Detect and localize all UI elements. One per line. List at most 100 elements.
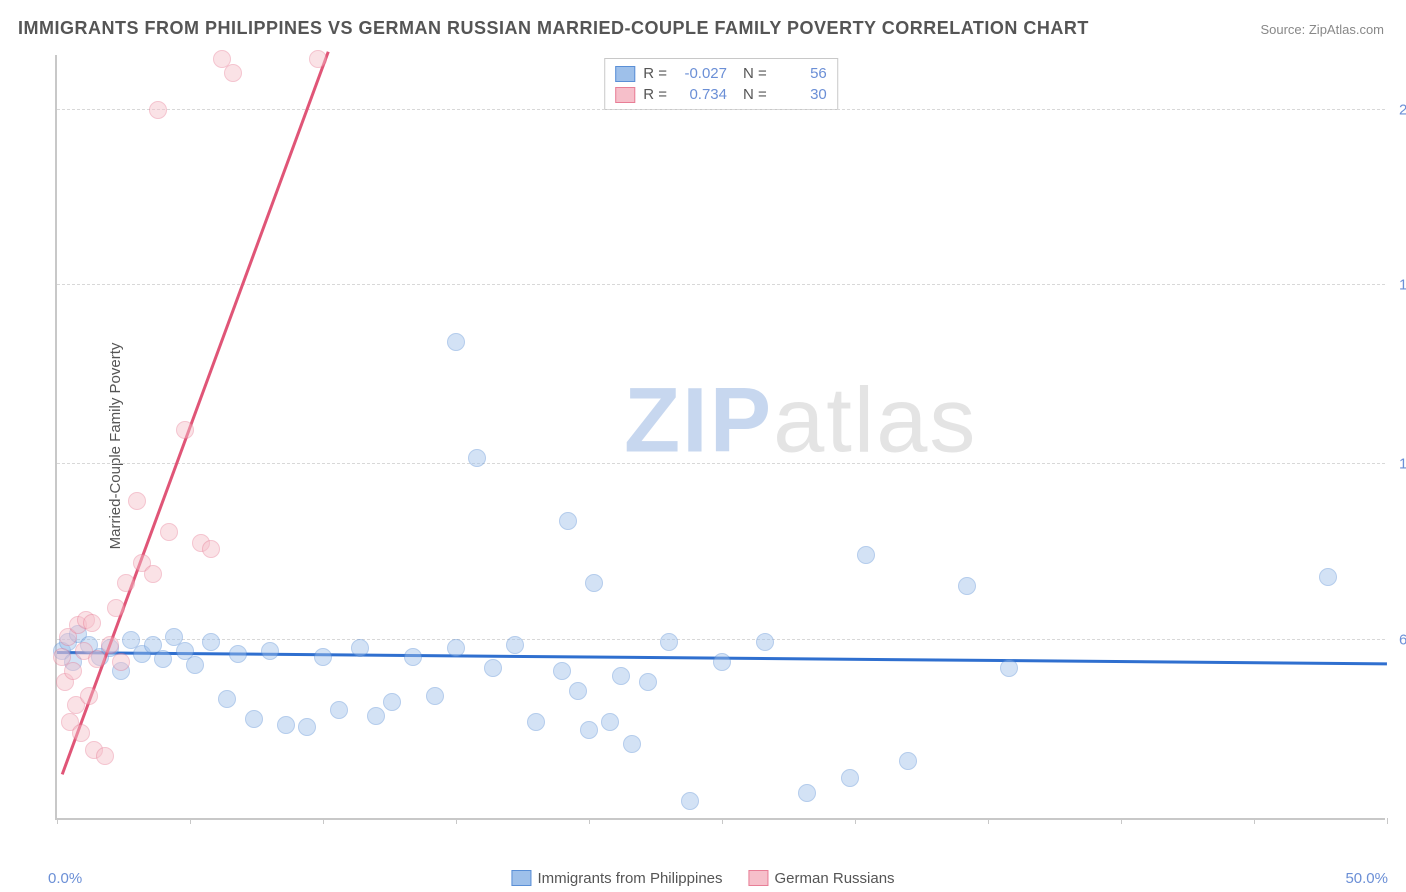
data-point — [80, 687, 98, 705]
r-label: R = — [643, 65, 667, 82]
data-point — [958, 577, 976, 595]
legend-item: German Russians — [749, 870, 895, 887]
x-tick — [589, 818, 590, 824]
data-point — [1000, 659, 1018, 677]
x-tick — [855, 818, 856, 824]
data-point — [88, 650, 106, 668]
legend-correlation: R = -0.027 N = 56R = 0.734 N = 30 — [604, 58, 838, 110]
data-point — [681, 792, 699, 810]
data-point — [857, 546, 875, 564]
data-point — [612, 667, 630, 685]
source-attribution: Source: ZipAtlas.com — [1260, 22, 1384, 37]
legend-row: R =0.734N =30 — [615, 84, 827, 105]
data-point — [351, 639, 369, 657]
data-point — [756, 633, 774, 651]
data-point — [96, 747, 114, 765]
data-point — [186, 656, 204, 674]
data-point — [447, 639, 465, 657]
data-point — [623, 735, 641, 753]
data-point — [1319, 568, 1337, 586]
data-point — [298, 718, 316, 736]
data-point — [798, 784, 816, 802]
data-point — [261, 642, 279, 660]
x-axis-min-label: 0.0% — [48, 870, 82, 887]
data-point — [580, 721, 598, 739]
legend-swatch — [749, 870, 769, 886]
n-value: 30 — [775, 86, 827, 103]
chart-title: IMMIGRANTS FROM PHILIPPINES VS GERMAN RU… — [18, 18, 1089, 39]
data-point — [330, 701, 348, 719]
x-tick — [57, 818, 58, 824]
data-point — [72, 724, 90, 742]
x-tick — [190, 818, 191, 824]
data-point — [83, 614, 101, 632]
legend-swatch — [615, 66, 635, 82]
data-point — [899, 752, 917, 770]
x-tick — [988, 818, 989, 824]
x-tick — [1121, 818, 1122, 824]
data-point — [404, 648, 422, 666]
data-point — [468, 449, 486, 467]
n-label: N = — [743, 65, 767, 82]
data-point — [585, 574, 603, 592]
legend-item: Immigrants from Philippines — [511, 870, 722, 887]
data-point — [154, 650, 172, 668]
data-point — [553, 662, 571, 680]
x-tick — [323, 818, 324, 824]
data-point — [569, 682, 587, 700]
legend-swatch — [511, 870, 531, 886]
data-point — [144, 565, 162, 583]
data-point — [367, 707, 385, 725]
legend-swatch — [615, 87, 635, 103]
data-point — [426, 687, 444, 705]
x-tick — [1254, 818, 1255, 824]
data-point — [107, 599, 125, 617]
gridline: 12.5% — [57, 463, 1385, 464]
x-tick — [456, 818, 457, 824]
data-point — [176, 421, 194, 439]
data-point — [660, 633, 678, 651]
data-point — [314, 648, 332, 666]
data-point — [202, 633, 220, 651]
n-value: 56 — [775, 65, 827, 82]
data-point — [713, 653, 731, 671]
data-point — [277, 716, 295, 734]
y-tick-label: 12.5% — [1389, 455, 1406, 472]
y-tick-label: 18.8% — [1389, 277, 1406, 294]
data-point — [506, 636, 524, 654]
data-point — [128, 492, 146, 510]
n-label: N = — [743, 86, 767, 103]
x-axis-max-label: 50.0% — [1345, 870, 1388, 887]
r-value: 0.734 — [675, 86, 727, 103]
data-point — [213, 50, 231, 68]
data-point — [601, 713, 619, 731]
watermark: ZIPatlas — [624, 369, 977, 474]
data-point — [309, 50, 327, 68]
data-point — [149, 101, 167, 119]
data-point — [841, 769, 859, 787]
y-tick-label: 6.3% — [1389, 631, 1406, 648]
data-point — [64, 662, 82, 680]
legend-row: R = -0.027 N = 56 — [615, 63, 827, 84]
x-tick — [722, 818, 723, 824]
data-point — [112, 653, 130, 671]
data-point — [160, 523, 178, 541]
data-point — [202, 540, 220, 558]
data-point — [559, 512, 577, 530]
gridline: 6.3% — [57, 639, 1385, 640]
x-tick — [1387, 818, 1388, 824]
plot-area: ZIPatlas R = -0.027 N = 56R = 0.734 N = 30 6.3… — [55, 55, 1385, 820]
gridline: 18.8% — [57, 284, 1385, 285]
data-point — [101, 636, 119, 654]
data-point — [229, 645, 247, 663]
data-point — [484, 659, 502, 677]
legend-series: Immigrants from Philippines German Russia… — [511, 870, 894, 887]
data-point — [383, 693, 401, 711]
gridline: 25.0% — [57, 109, 1385, 110]
data-point — [527, 713, 545, 731]
data-point — [218, 690, 236, 708]
data-point — [117, 574, 135, 592]
r-value: -0.027 — [675, 65, 727, 82]
y-tick-label: 25.0% — [1389, 101, 1406, 118]
data-point — [639, 673, 657, 691]
